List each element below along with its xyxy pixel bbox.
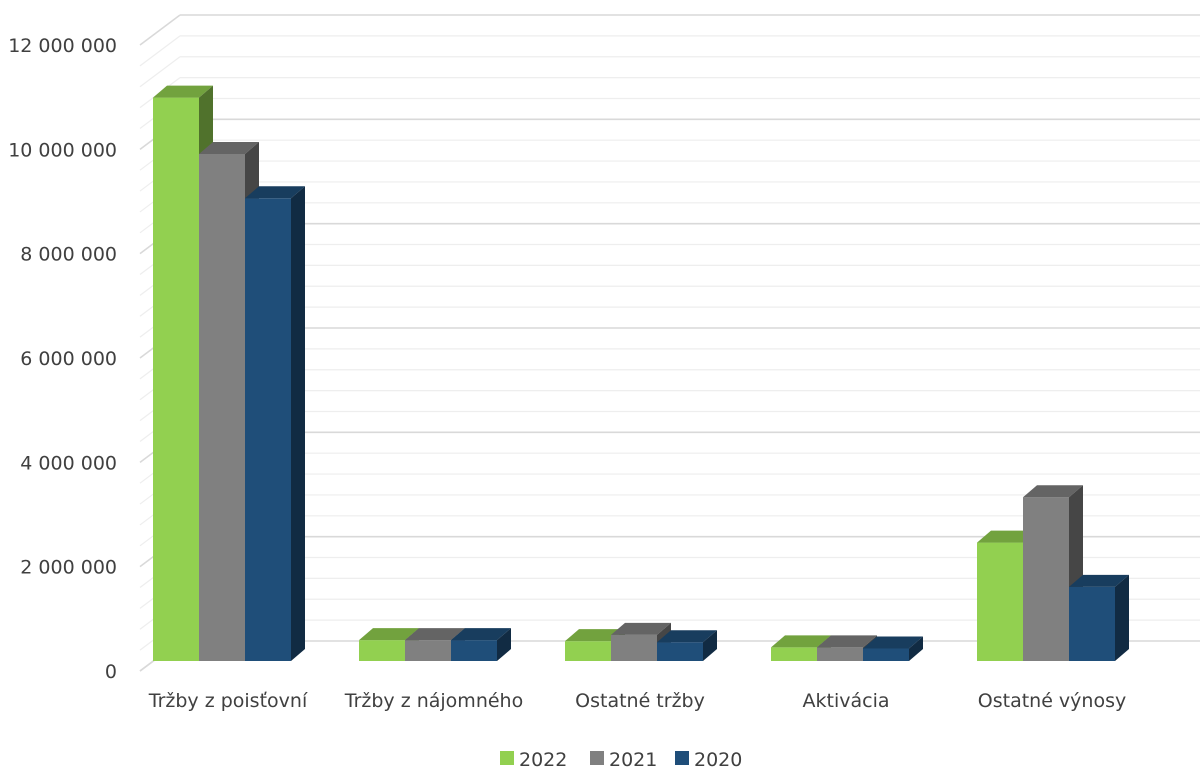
bar-top	[817, 635, 877, 648]
y-tick-label: 4 000 000	[20, 452, 117, 474]
legend: 2022 2021 2020	[500, 749, 742, 771]
bar	[245, 186, 305, 661]
category-label: Aktivácia	[803, 690, 890, 712]
y-tick-label: 12 000 000	[8, 35, 117, 57]
category-label: Tržby z poisťovní	[148, 690, 308, 712]
x-axis-labels: Tržby z poisťovní Tržby z nájomného Ostatn…	[148, 690, 1126, 712]
y-tick-label: 0	[105, 661, 117, 683]
bar-side	[909, 636, 923, 661]
bar	[451, 628, 511, 661]
bar-front	[1069, 586, 1115, 661]
bars	[153, 85, 1129, 662]
bar-front	[611, 634, 657, 661]
bar-top	[1023, 485, 1083, 498]
bar-side	[1115, 574, 1129, 661]
bar-top	[199, 141, 259, 154]
bar-top	[565, 629, 625, 642]
bar-front	[405, 640, 451, 661]
bar	[863, 636, 923, 661]
bar-top	[359, 628, 419, 641]
legend-label: 2021	[609, 749, 657, 771]
category-label: Ostatné výnosy	[978, 690, 1126, 712]
y-tick-label: 6 000 000	[20, 348, 117, 370]
bar-top	[405, 628, 465, 641]
legend-label: 2020	[694, 749, 742, 771]
bar-top	[977, 530, 1037, 543]
bar-front	[359, 640, 405, 661]
bar-side	[291, 186, 305, 661]
category-label: Ostatné tržby	[575, 690, 705, 712]
minor-gridline-side	[139, 35, 181, 67]
bar-top	[153, 85, 213, 98]
major-gridline-side	[139, 14, 181, 46]
bar-front	[245, 198, 291, 661]
bar-front	[657, 642, 703, 661]
bar-top	[245, 186, 305, 199]
bar-front	[771, 647, 817, 661]
y-axis-ticks: 0 2 000 000 4 000 000 6 000 000 8 000 000 10 …	[8, 35, 117, 683]
y-tick-label: 2 000 000	[20, 557, 117, 579]
legend-swatch	[675, 751, 689, 765]
bar-side	[497, 628, 511, 661]
bar-front	[565, 641, 611, 661]
bar-top	[657, 630, 717, 643]
bar-top	[611, 622, 671, 635]
y-tick-label: 10 000 000	[8, 139, 117, 161]
bar	[405, 628, 465, 661]
bar-front	[863, 648, 909, 661]
legend-swatch	[590, 751, 604, 765]
bar	[817, 635, 877, 661]
bar	[1023, 485, 1083, 661]
bar-front	[817, 647, 863, 661]
bar-side	[703, 630, 717, 661]
y-tick-label: 8 000 000	[20, 244, 117, 266]
minor-gridline-side	[139, 56, 181, 88]
bar	[657, 630, 717, 661]
bar-front	[451, 640, 497, 661]
bar-front	[977, 542, 1023, 661]
bar-top	[863, 636, 923, 649]
bar-top	[771, 635, 831, 648]
bar	[1069, 574, 1129, 661]
bar-front	[153, 97, 199, 662]
bar-front	[199, 153, 245, 661]
bar-front	[1023, 497, 1069, 661]
bar-top	[451, 628, 511, 641]
category-label: Tržby z nájomného	[344, 690, 523, 712]
bar-top	[1069, 574, 1129, 587]
legend-label: 2022	[519, 749, 567, 771]
legend-swatch	[500, 751, 514, 765]
